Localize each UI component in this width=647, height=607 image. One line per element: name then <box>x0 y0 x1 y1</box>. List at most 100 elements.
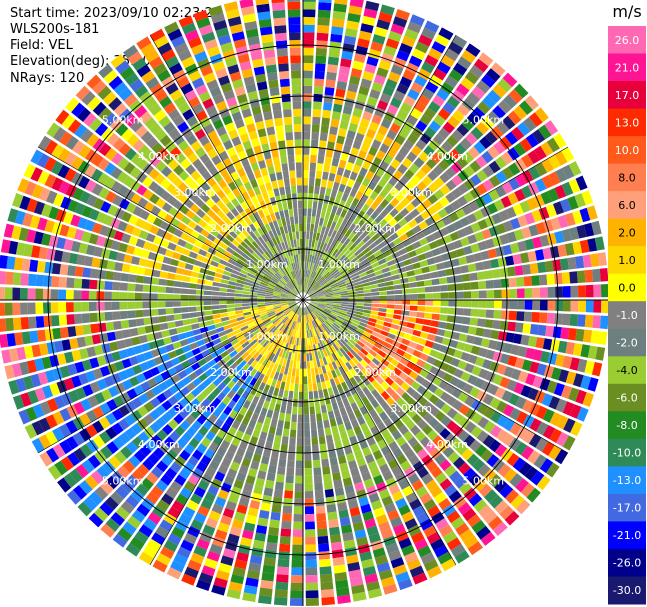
ppi-gate <box>362 446 372 457</box>
ppi-gate <box>292 399 298 407</box>
ppi-gate <box>341 372 349 382</box>
ppi-gate <box>165 286 174 294</box>
ppi-gate <box>324 396 331 405</box>
ppi-gate <box>350 115 361 125</box>
ppi-gate <box>439 459 452 472</box>
ppi-gate <box>448 250 458 259</box>
ppi-gate <box>291 567 303 576</box>
ppi-gate <box>492 521 508 536</box>
ppi-gate <box>444 75 459 89</box>
ppi-gate <box>478 290 487 299</box>
ppi-gate <box>545 204 557 218</box>
ppi-gate <box>257 295 265 298</box>
ppi-gate <box>271 180 279 190</box>
ppi-gate <box>557 214 569 229</box>
ppi-gate <box>390 358 400 367</box>
ppi-gate <box>334 250 342 259</box>
ppi-gate <box>535 405 548 420</box>
ppi-gate <box>434 410 446 422</box>
ppi-gate <box>355 132 365 143</box>
ppi-gate <box>333 304 341 308</box>
ppi-gate <box>490 329 500 340</box>
ppi-gate <box>226 288 235 293</box>
ppi-gate <box>324 227 330 236</box>
ppi-gate <box>157 293 166 300</box>
ppi-gate <box>470 126 484 140</box>
ppi-gate <box>320 226 326 235</box>
ppi-gate <box>398 424 409 436</box>
ppi-gate <box>359 167 368 177</box>
ppi-gate <box>184 263 194 271</box>
ppi-gate <box>378 312 387 317</box>
range-label: 4.00km <box>138 150 180 163</box>
ppi-gate <box>305 246 309 255</box>
ppi-gate <box>362 377 371 386</box>
ppi-gate <box>294 491 303 499</box>
ppi-gate <box>303 368 307 377</box>
ppi-gate <box>453 496 467 509</box>
ppi-gate <box>453 368 464 379</box>
ppi-gate <box>567 328 577 341</box>
ppi-gate <box>333 214 340 223</box>
ppi-gate <box>363 306 372 311</box>
ppi-gate <box>173 287 182 294</box>
ppi-gate <box>321 251 327 259</box>
ppi-gate <box>314 309 321 316</box>
ppi-gate <box>305 322 308 331</box>
ppi-gate <box>311 139 319 148</box>
ppi-gate <box>282 428 290 437</box>
ppi-gate <box>493 199 505 211</box>
ppi-gate <box>425 293 433 299</box>
ppi-gate <box>397 325 407 333</box>
ppi-gate <box>493 310 502 319</box>
ppi-gate <box>417 253 427 262</box>
ppi-gate <box>371 357 381 366</box>
ppi-gate <box>599 268 609 282</box>
ppi-gate <box>354 450 364 460</box>
ppi-gate <box>458 416 471 429</box>
ppi-gate <box>303 231 306 239</box>
ppi-gate <box>315 505 326 514</box>
ppi-gate <box>35 274 45 287</box>
ppi-gate <box>358 272 367 278</box>
ppi-gate <box>120 320 130 329</box>
ppi-gate <box>459 137 473 150</box>
ppi-gate <box>356 362 365 371</box>
ppi-gate <box>427 194 439 205</box>
ppi-gate <box>356 340 365 348</box>
range-label: 5.00km <box>463 474 505 487</box>
ppi-gate <box>457 360 468 370</box>
ppi-gate <box>468 493 483 507</box>
ppi-gate <box>113 320 122 330</box>
ppi-gate <box>315 327 321 335</box>
ppi-gate <box>327 346 334 355</box>
ppi-gate <box>327 318 334 324</box>
ppi-gate <box>375 167 386 178</box>
ppi-gate <box>348 204 356 214</box>
ppi-gate <box>564 242 575 256</box>
ppi-gate <box>315 286 323 292</box>
ppi-gate <box>432 285 441 292</box>
ppi-gate <box>583 222 595 237</box>
ppi-gate <box>414 538 428 551</box>
ppi-gate <box>268 464 277 474</box>
ppi-gate <box>317 225 323 234</box>
ppi-gate <box>521 185 533 199</box>
ppi-gate <box>370 284 379 289</box>
ppi-gate <box>457 170 469 182</box>
ppi-gate <box>234 303 243 308</box>
ppi-gate <box>355 174 365 184</box>
ppi-gate <box>390 402 401 413</box>
ppi-gate <box>261 572 275 582</box>
ppi-gate <box>594 236 605 251</box>
ppi-gate <box>315 308 323 314</box>
ppi-gate <box>308 322 311 330</box>
ppi-gate <box>306 223 311 232</box>
ppi-gate <box>337 400 345 409</box>
ppi-gate <box>545 325 555 338</box>
ppi-gate <box>503 342 513 354</box>
ppi-gate <box>401 511 415 523</box>
ppi-gate <box>143 317 152 326</box>
ppi-gate <box>477 463 491 477</box>
ppi-gate <box>406 558 422 571</box>
